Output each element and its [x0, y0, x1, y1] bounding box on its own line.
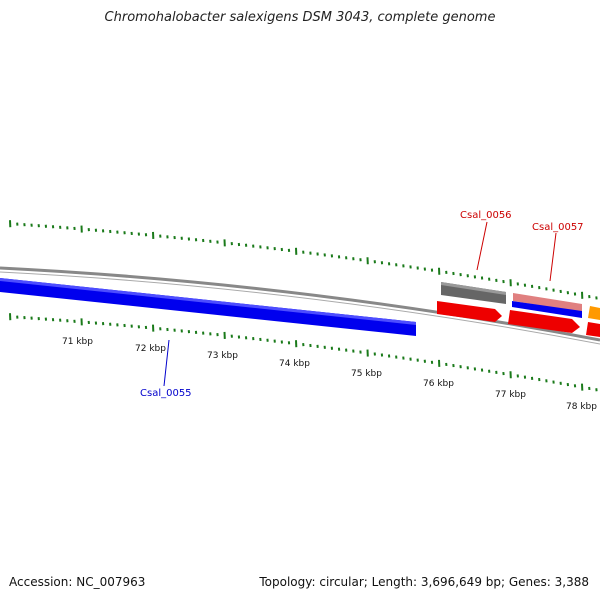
label-line-csal-0057 — [549, 232, 557, 282]
scale-label: 74 kbp — [279, 359, 310, 369]
scale-label: 72 kbp — [135, 344, 166, 354]
gene-csal-0057[interactable] — [513, 293, 582, 312]
gene-label-csal-0056[interactable]: Csal_0056 — [460, 210, 512, 221]
outer-tick-row — [9, 220, 598, 300]
genome-summary-text: Topology: circular; Length: 3,696,649 bp… — [259, 575, 589, 589]
red-cds-arrow-2[interactable] — [508, 310, 580, 333]
gene-csal-0055[interactable] — [0, 278, 416, 336]
red-cds-edge[interactable] — [586, 322, 600, 337]
gene-label-csal-0057[interactable]: Csal_0057 — [532, 222, 584, 233]
scale-label: 73 kbp — [207, 351, 238, 361]
orange-cds[interactable] — [588, 306, 600, 320]
label-line-csal-0055 — [163, 339, 170, 387]
label-line-csal-0056 — [476, 221, 488, 271]
gene-label-csal-0055[interactable]: Csal_0055 — [140, 388, 192, 399]
scale-label: 77 kbp — [495, 390, 526, 400]
scale-label: 76 kbp — [423, 379, 454, 389]
red-cds-arrow-1[interactable] — [437, 301, 502, 322]
genome-backbone-inner — [0, 271, 600, 345]
gene-csal-0055-highlight — [0, 278, 416, 325]
map-title: Chromohalobacter salexigens DSM 3043, co… — [104, 10, 496, 25]
gene-csal-0056-highlight — [441, 282, 506, 295]
scale-label: 71 kbp — [62, 337, 93, 347]
scale-label: 78 kbp — [566, 402, 597, 412]
scale-label: 75 kbp — [351, 369, 382, 379]
inner-tick-row — [9, 313, 598, 392]
blue-cds-thin[interactable] — [512, 301, 582, 318]
genome-backbone-outer — [0, 266, 600, 342]
accession-text: Accession: NC_007963 — [9, 575, 146, 589]
